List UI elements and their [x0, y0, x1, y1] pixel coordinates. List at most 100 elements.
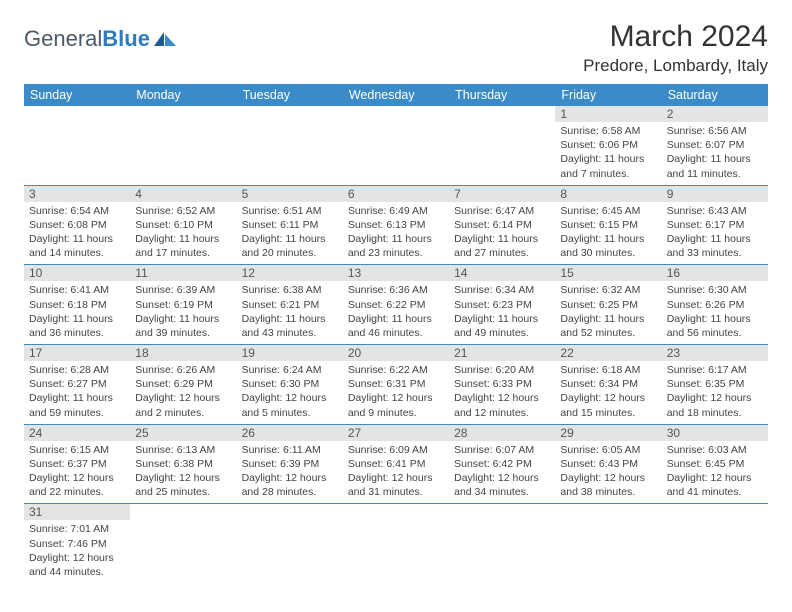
day-details: Sunrise: 6:38 AMSunset: 6:21 PMDaylight:… [237, 281, 343, 344]
sunrise: Sunrise: 6:43 AM [667, 204, 763, 218]
day-details: Sunrise: 6:58 AMSunset: 6:06 PMDaylight:… [555, 122, 661, 185]
sunrise: Sunrise: 6:07 AM [454, 443, 550, 457]
daylight: Daylight: 12 hours and 41 minutes. [667, 471, 763, 499]
day-number: 29 [555, 425, 661, 441]
logo-sail-icon [152, 30, 178, 48]
daylight: Daylight: 11 hours and 30 minutes. [560, 232, 656, 260]
sunrise: Sunrise: 7:01 AM [29, 522, 125, 536]
sunset: Sunset: 6:34 PM [560, 377, 656, 391]
sunset: Sunset: 6:41 PM [348, 457, 444, 471]
sunrise: Sunrise: 6:20 AM [454, 363, 550, 377]
day-number: 11 [130, 265, 236, 281]
logo: GeneralBlue [24, 26, 178, 52]
calendar-row: 10Sunrise: 6:41 AMSunset: 6:18 PMDayligh… [24, 265, 768, 345]
day-number: 16 [662, 265, 768, 281]
day-details: Sunrise: 6:28 AMSunset: 6:27 PMDaylight:… [24, 361, 130, 424]
sunset: Sunset: 6:38 PM [135, 457, 231, 471]
sunset: Sunset: 6:19 PM [135, 298, 231, 312]
daylight: Daylight: 11 hours and 52 minutes. [560, 312, 656, 340]
calendar-cell [343, 504, 449, 583]
calendar-table: Sunday Monday Tuesday Wednesday Thursday… [24, 84, 768, 583]
weekday-header: Monday [130, 84, 236, 106]
day-number: 19 [237, 345, 343, 361]
calendar-cell: 13Sunrise: 6:36 AMSunset: 6:22 PMDayligh… [343, 265, 449, 345]
day-number: 22 [555, 345, 661, 361]
day-details: Sunrise: 6:47 AMSunset: 6:14 PMDaylight:… [449, 202, 555, 265]
day-number: 6 [343, 186, 449, 202]
calendar-cell: 27Sunrise: 6:09 AMSunset: 6:41 PMDayligh… [343, 424, 449, 504]
sunrise: Sunrise: 6:54 AM [29, 204, 125, 218]
day-number: 10 [24, 265, 130, 281]
sunset: Sunset: 6:08 PM [29, 218, 125, 232]
daylight: Daylight: 12 hours and 5 minutes. [242, 391, 338, 419]
sunrise: Sunrise: 6:56 AM [667, 124, 763, 138]
daylight: Daylight: 11 hours and 27 minutes. [454, 232, 550, 260]
daylight: Daylight: 11 hours and 11 minutes. [667, 152, 763, 180]
calendar-cell: 29Sunrise: 6:05 AMSunset: 6:43 PMDayligh… [555, 424, 661, 504]
daylight: Daylight: 12 hours and 2 minutes. [135, 391, 231, 419]
day-details: Sunrise: 6:52 AMSunset: 6:10 PMDaylight:… [130, 202, 236, 265]
sunrise: Sunrise: 6:41 AM [29, 283, 125, 297]
calendar-row: 3Sunrise: 6:54 AMSunset: 6:08 PMDaylight… [24, 185, 768, 265]
day-number: 13 [343, 265, 449, 281]
header: GeneralBlue March 2024 Predore, Lombardy… [24, 20, 768, 76]
day-details: Sunrise: 6:03 AMSunset: 6:45 PMDaylight:… [662, 441, 768, 504]
calendar-cell: 31Sunrise: 7:01 AMSunset: 7:46 PMDayligh… [24, 504, 130, 583]
calendar-row: 24 Sunrise: 6:15 AMSunset: 6:37 PM Dayligh… [24, 424, 768, 504]
logo-text-general: General [24, 26, 102, 52]
day-number: 8 [555, 186, 661, 202]
weekday-header: Friday [555, 84, 661, 106]
calendar-cell: 15Sunrise: 6:32 AMSunset: 6:25 PMDayligh… [555, 265, 661, 345]
sunrise: Sunrise: 6:32 AM [560, 283, 656, 297]
sunset: Sunset: 6:37 PM [29, 457, 125, 471]
sunset: Sunset: 6:27 PM [29, 377, 125, 391]
daylight: Daylight: 11 hours and 39 minutes. [135, 312, 231, 340]
day-number: 24 [24, 425, 130, 441]
sunrise: Sunrise: 6:17 AM [667, 363, 763, 377]
title-block: March 2024 Predore, Lombardy, Italy [583, 20, 768, 76]
weekday-header: Thursday [449, 84, 555, 106]
sunset: Sunset: 6:25 PM [560, 298, 656, 312]
sunrise: Sunrise: 6:36 AM [348, 283, 444, 297]
daylight: Daylight: 11 hours and 14 minutes. [29, 232, 125, 260]
calendar-row: 31Sunrise: 7:01 AMSunset: 7:46 PMDayligh… [24, 504, 768, 583]
day-details: Sunrise: 6:09 AMSunset: 6:41 PMDaylight:… [343, 441, 449, 504]
day-number: 12 [237, 265, 343, 281]
sunset: Sunset: 6:26 PM [667, 298, 763, 312]
sunrise: Sunrise: 6:39 AM [135, 283, 231, 297]
sunrise: Sunrise: 6:13 AM [135, 443, 231, 457]
calendar-cell [24, 106, 130, 185]
day-details: Sunrise: 6:39 AMSunset: 6:19 PMDaylight:… [130, 281, 236, 344]
calendar-cell [343, 106, 449, 185]
day-number: 18 [130, 345, 236, 361]
weekday-header: Wednesday [343, 84, 449, 106]
calendar-cell [237, 106, 343, 185]
day-details: Sunrise: 6:22 AMSunset: 6:31 PMDaylight:… [343, 361, 449, 424]
calendar-cell: 16Sunrise: 6:30 AMSunset: 6:26 PMDayligh… [662, 265, 768, 345]
sunset: Sunset: 6:39 PM [242, 457, 338, 471]
sunrise: Sunrise: 6:47 AM [454, 204, 550, 218]
sunrise: Sunrise: 6:15 AM [29, 443, 125, 457]
day-details: Sunrise: 6:49 AMSunset: 6:13 PMDaylight:… [343, 202, 449, 265]
day-details: Sunrise: 6:32 AMSunset: 6:25 PMDaylight:… [555, 281, 661, 344]
day-number: 27 [343, 425, 449, 441]
day-number: 17 [24, 345, 130, 361]
daylight: Daylight: 11 hours and 17 minutes. [135, 232, 231, 260]
sunset: Sunset: 6:45 PM [667, 457, 763, 471]
sunrise: Sunrise: 6:28 AM [29, 363, 125, 377]
calendar-cell: 17Sunrise: 6:28 AMSunset: 6:27 PMDayligh… [24, 345, 130, 425]
calendar-cell [237, 504, 343, 583]
daylight: Daylight: 11 hours and 7 minutes. [560, 152, 656, 180]
calendar-cell: 10Sunrise: 6:41 AMSunset: 6:18 PMDayligh… [24, 265, 130, 345]
calendar-cell: 21Sunrise: 6:20 AMSunset: 6:33 PMDayligh… [449, 345, 555, 425]
calendar-cell: 30Sunrise: 6:03 AMSunset: 6:45 PMDayligh… [662, 424, 768, 504]
sunrise: Sunrise: 6:24 AM [242, 363, 338, 377]
sunset: Sunset: 6:11 PM [242, 218, 338, 232]
sunrise: Sunrise: 6:18 AM [560, 363, 656, 377]
daylight: Daylight: 12 hours and 44 minutes. [29, 551, 125, 579]
daylight: Daylight: 11 hours and 49 minutes. [454, 312, 550, 340]
day-details: Sunrise: 6:13 AMSunset: 6:38 PMDaylight:… [130, 441, 236, 504]
sunset: Sunset: 6:31 PM [348, 377, 444, 391]
calendar-cell: 8Sunrise: 6:45 AMSunset: 6:15 PMDaylight… [555, 185, 661, 265]
calendar-cell: 23Sunrise: 6:17 AMSunset: 6:35 PMDayligh… [662, 345, 768, 425]
